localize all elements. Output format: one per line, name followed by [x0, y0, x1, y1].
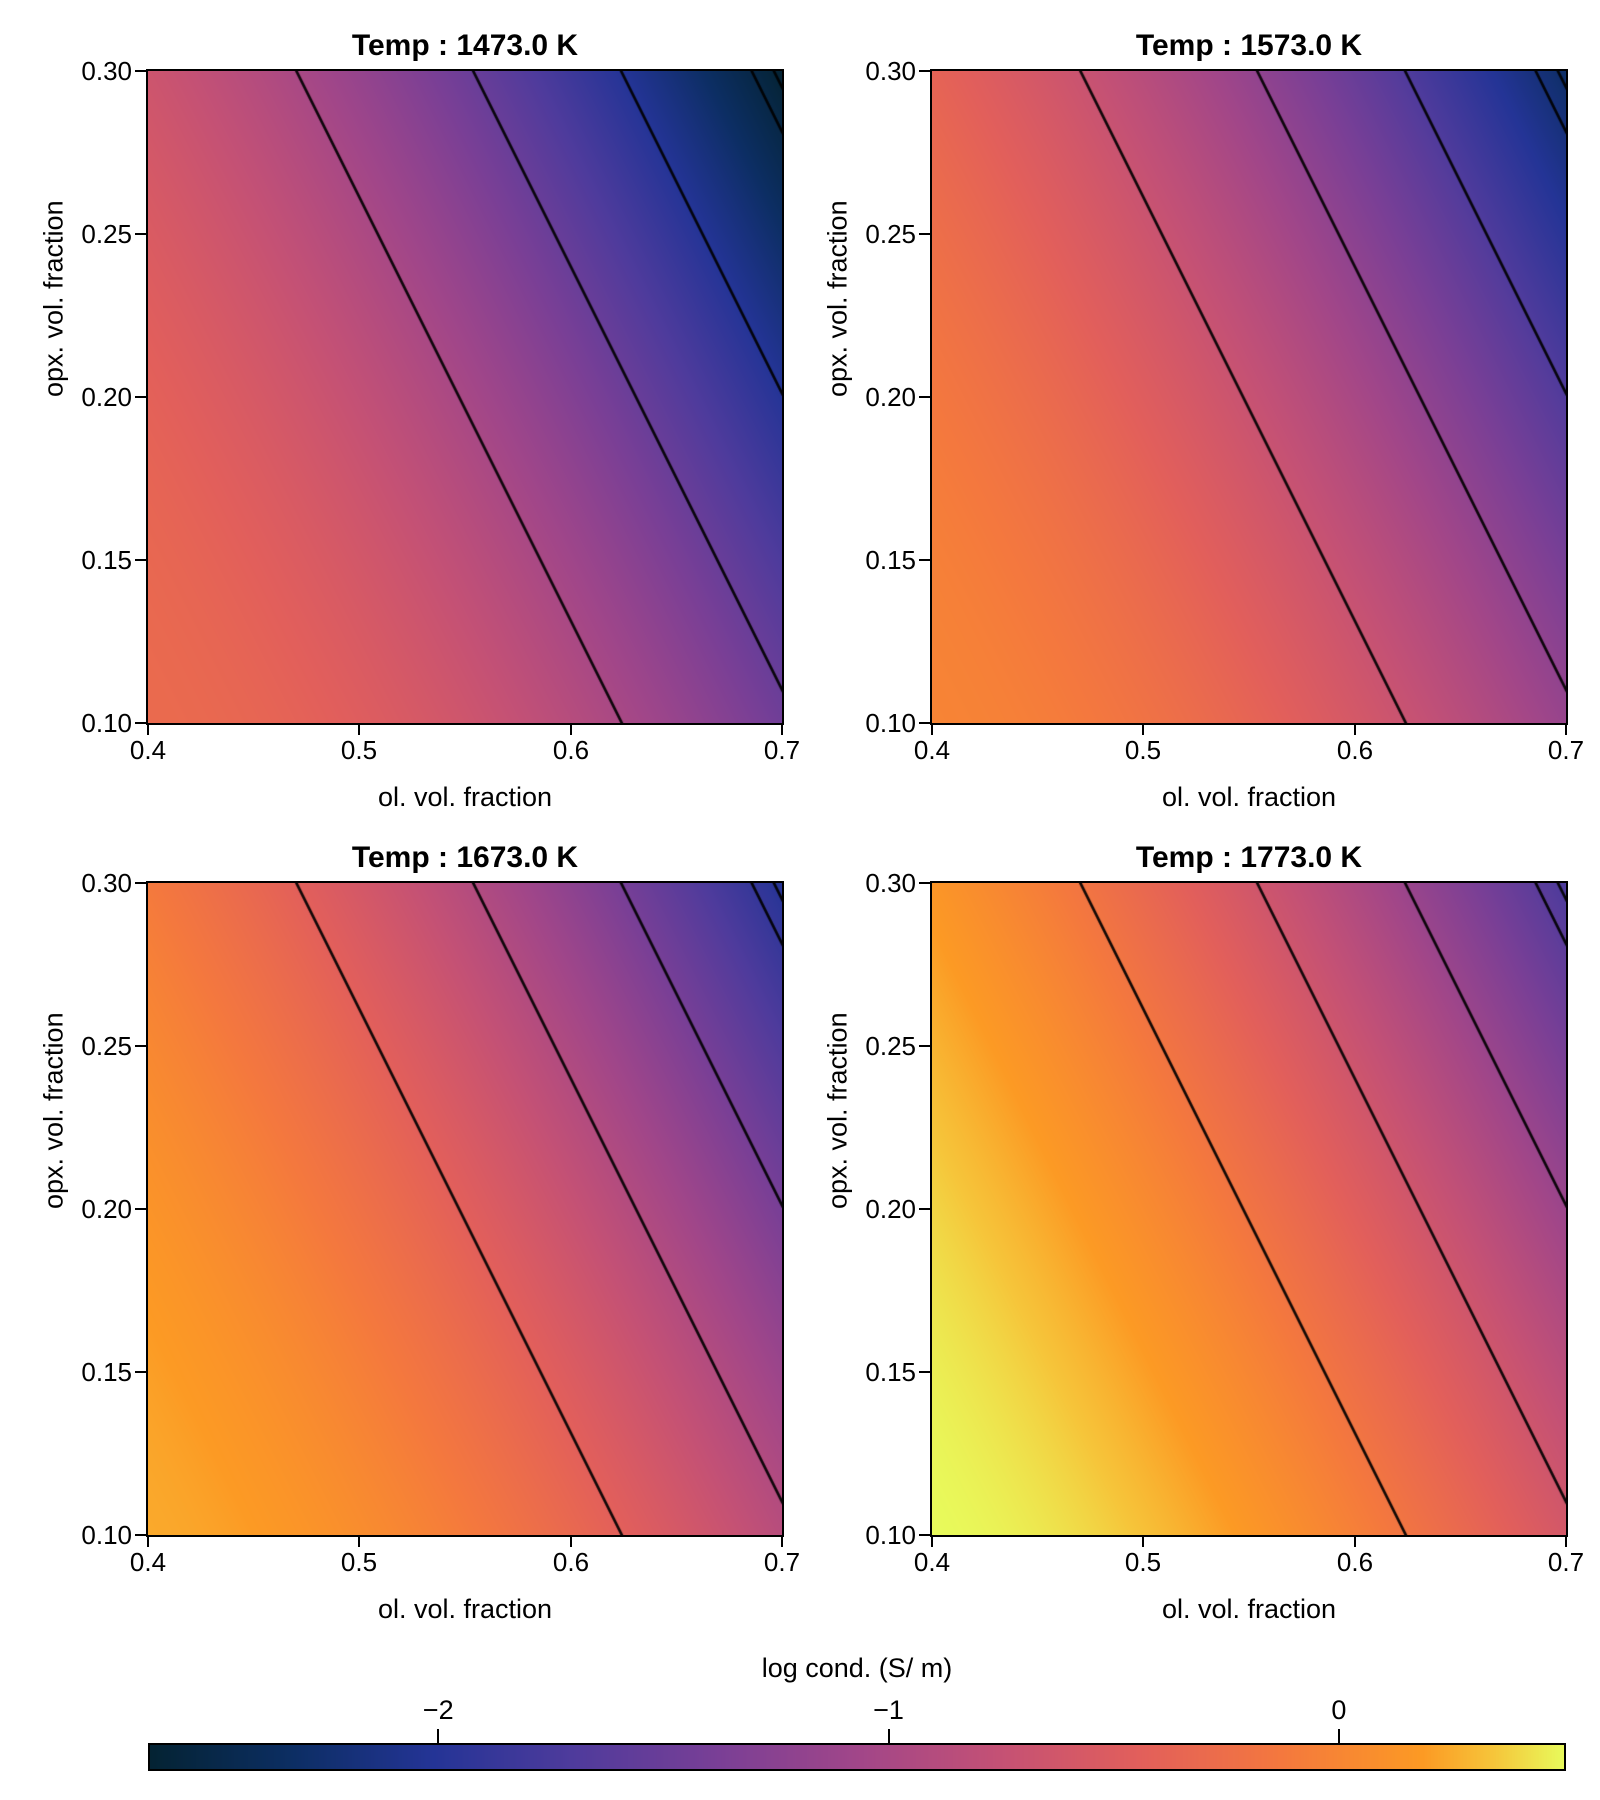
y-tick-mark	[919, 882, 930, 884]
subplot-temp-3: Temp : 1673.0 K ol. vol. fraction opx. v…	[39, 841, 801, 1624]
y-tick-mark	[919, 1208, 930, 1210]
y-tick-label: 0.20	[865, 1194, 916, 1224]
y-tick-mark	[135, 559, 146, 561]
contour-heatmap-canvas	[148, 71, 782, 723]
x-tick-mark	[147, 724, 149, 735]
x-tick-mark	[1354, 1536, 1356, 1547]
y-tick-mark	[135, 882, 146, 884]
y-tick-label: 0.20	[81, 382, 132, 412]
x-tick-mark	[1142, 724, 1144, 735]
x-tick-mark	[1565, 1536, 1567, 1547]
y-tick-label: 0.25	[81, 219, 132, 249]
x-tick-mark	[1565, 724, 1567, 735]
x-tick-label: 0.5	[340, 1547, 378, 1577]
x-tick-label: 0.5	[1124, 735, 1162, 765]
y-tick-mark	[919, 233, 930, 235]
x-tick-mark	[1142, 1536, 1144, 1547]
y-tick-mark	[135, 1371, 146, 1373]
y-tick-label: 0.20	[865, 382, 916, 412]
y-tick-mark	[919, 1045, 930, 1047]
x-tick-label: 0.6	[1336, 1547, 1374, 1577]
x-axis-label: ol. vol. fraction	[1161, 782, 1337, 812]
x-tick-mark	[570, 724, 572, 735]
y-tick-mark	[135, 1534, 146, 1536]
y-tick-mark	[135, 396, 146, 398]
y-tick-mark	[919, 722, 930, 724]
x-axis-label: ol. vol. fraction	[1161, 1594, 1337, 1624]
x-tick-mark	[358, 1536, 360, 1547]
y-tick-label: 0.30	[865, 56, 916, 86]
x-tick-label: 0.6	[1336, 735, 1374, 765]
y-tick-mark	[919, 70, 930, 72]
colorbar-tick-mark	[1337, 1729, 1340, 1743]
subplot-title: Temp : 1473.0 K	[351, 29, 579, 62]
y-tick-label: 0.30	[81, 56, 132, 86]
colorbar-tick-mark	[887, 1729, 890, 1743]
x-tick-label: 0.6	[552, 1547, 590, 1577]
x-tick-label: 0.7	[1547, 735, 1585, 765]
x-tick-label: 0.4	[129, 735, 167, 765]
colorbar-tick-label: −2	[422, 1695, 454, 1725]
x-tick-label: 0.4	[913, 1547, 951, 1577]
subplot-temp-2: Temp : 1573.0 K ol. vol. fraction opx. v…	[823, 29, 1585, 812]
y-tick-mark	[919, 1534, 930, 1536]
y-tick-label: 0.15	[81, 1357, 132, 1387]
x-tick-mark	[781, 1536, 783, 1547]
colorbar: log cond. (S/ m) −2 −1 0	[148, 1652, 1566, 1774]
y-tick-mark	[135, 722, 146, 724]
y-tick-mark	[919, 396, 930, 398]
x-tick-label: 0.4	[913, 735, 951, 765]
colorbar-tick-label: −1	[873, 1695, 904, 1725]
x-tick-mark	[570, 1536, 572, 1547]
x-tick-mark	[931, 724, 933, 735]
x-tick-label: 0.6	[552, 735, 590, 765]
y-tick-label: 0.10	[81, 708, 132, 738]
y-tick-label: 0.10	[81, 1520, 132, 1550]
x-tick-label: 0.5	[1124, 1547, 1162, 1577]
x-tick-label: 0.7	[763, 735, 801, 765]
x-axis-label: ol. vol. fraction	[377, 1594, 553, 1624]
colorbar-tick-mark	[437, 1729, 440, 1743]
subplot-title: Temp : 1573.0 K	[1135, 29, 1363, 62]
x-axis-label: ol. vol. fraction	[377, 782, 553, 812]
contour-heatmap-canvas	[932, 71, 1566, 723]
x-tick-mark	[358, 724, 360, 735]
x-tick-label: 0.7	[1547, 1547, 1585, 1577]
x-tick-mark	[1354, 724, 1356, 735]
contour-heatmap-canvas	[932, 883, 1566, 1535]
subplot-temp-1: Temp : 1473.0 K ol. vol. fraction opx. v…	[39, 29, 801, 812]
x-tick-label: 0.5	[340, 735, 378, 765]
y-tick-label: 0.10	[865, 708, 916, 738]
x-tick-mark	[781, 724, 783, 735]
y-tick-mark	[135, 233, 146, 235]
y-tick-label: 0.15	[865, 545, 916, 575]
y-tick-mark	[135, 70, 146, 72]
y-tick-label: 0.30	[865, 868, 916, 898]
colorbar-gradient	[148, 1743, 1566, 1771]
x-tick-label: 0.7	[763, 1547, 801, 1577]
y-tick-label: 0.25	[865, 1031, 916, 1061]
y-tick-label: 0.25	[81, 1031, 132, 1061]
y-tick-mark	[135, 1208, 146, 1210]
subplot-title: Temp : 1673.0 K	[351, 841, 579, 874]
y-tick-mark	[919, 559, 930, 561]
y-tick-label: 0.20	[81, 1194, 132, 1224]
y-tick-label: 0.15	[865, 1357, 916, 1387]
y-tick-mark	[919, 1371, 930, 1373]
colorbar-label: log cond. (S/ m)	[761, 1653, 953, 1683]
x-tick-mark	[931, 1536, 933, 1547]
contour-heatmap-canvas	[148, 883, 782, 1535]
y-tick-label: 0.25	[865, 219, 916, 249]
y-tick-label: 0.30	[81, 868, 132, 898]
x-tick-mark	[147, 1536, 149, 1547]
y-tick-label: 0.15	[81, 545, 132, 575]
colorbar-tick-label: 0	[1331, 1695, 1347, 1725]
subplot-title: Temp : 1773.0 K	[1135, 841, 1363, 874]
x-tick-label: 0.4	[129, 1547, 167, 1577]
y-tick-label: 0.10	[865, 1520, 916, 1550]
subplot-temp-4: Temp : 1773.0 K ol. vol. fraction opx. v…	[823, 841, 1585, 1624]
y-tick-mark	[135, 1045, 146, 1047]
